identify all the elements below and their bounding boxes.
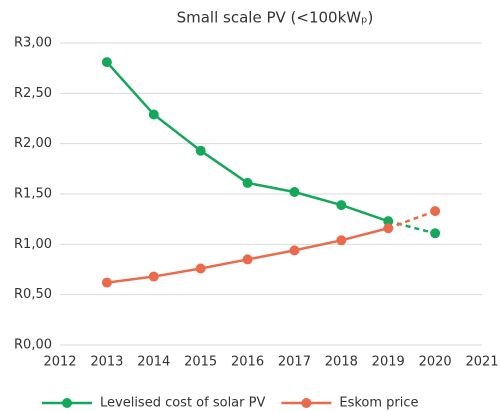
marker <box>148 271 159 282</box>
x-tick-label: 2016 <box>231 355 264 370</box>
x-tick-label: 2013 <box>90 355 123 370</box>
marker <box>430 206 441 217</box>
marker <box>430 228 441 239</box>
marker <box>383 223 394 234</box>
marker <box>101 57 112 68</box>
legend-label: Levelised cost of solar PV <box>100 396 265 411</box>
legend-marker <box>301 398 312 408</box>
series-line-dashed <box>387 209 436 230</box>
marker <box>101 277 112 288</box>
x-tick-label: 2017 <box>278 355 311 370</box>
marker <box>336 235 347 246</box>
marker <box>383 216 394 227</box>
x-tick-label: 2015 <box>184 355 217 370</box>
marker <box>289 245 300 256</box>
marker <box>242 254 253 265</box>
legend-marker <box>62 398 72 408</box>
y-tick-label: R1,50 <box>14 187 52 202</box>
y-tick-label: R2,50 <box>14 86 52 101</box>
y-tick-label: R0,00 <box>14 338 52 353</box>
y-tick-label: R1,00 <box>14 237 52 252</box>
series-line-dashed <box>387 219 436 235</box>
x-tick-label: 2020 <box>419 355 452 370</box>
chart-title: Small scale PV (<100kWₚ) <box>177 9 374 27</box>
x-tick-label: 2021 <box>465 355 498 370</box>
marker <box>289 186 300 197</box>
legend-label: Eskom price <box>339 396 418 411</box>
y-tick-label: R0,50 <box>14 287 52 302</box>
marker <box>148 109 159 120</box>
series-line <box>105 61 389 223</box>
x-tick-label: 2014 <box>137 355 170 370</box>
y-tick-label: R2,00 <box>14 136 52 151</box>
marker <box>195 145 206 156</box>
marker <box>336 200 347 211</box>
y-tick-label: R3,00 <box>14 36 52 51</box>
x-tick-label: 2019 <box>372 355 405 370</box>
x-tick-label: 2012 <box>43 355 76 370</box>
x-tick-label: 2018 <box>325 355 358 370</box>
marker <box>242 177 253 188</box>
marker <box>195 263 206 274</box>
